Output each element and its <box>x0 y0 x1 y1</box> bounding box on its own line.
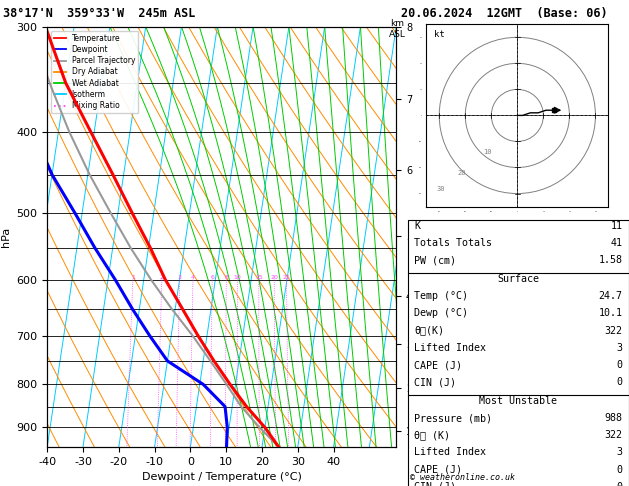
Text: 20.06.2024  12GMT  (Base: 06): 20.06.2024 12GMT (Base: 06) <box>401 7 608 20</box>
Text: © weatheronline.co.uk: © weatheronline.co.uk <box>410 473 515 482</box>
Text: Dewp (°C): Dewp (°C) <box>415 309 468 318</box>
Text: 3: 3 <box>616 448 622 457</box>
Text: 0: 0 <box>616 360 622 370</box>
Text: CIN (J): CIN (J) <box>415 377 456 387</box>
Text: 15: 15 <box>255 275 263 279</box>
Text: km
ASL: km ASL <box>389 19 406 39</box>
Text: 10: 10 <box>234 275 242 279</box>
Text: 38°17'N  359°33'W  245m ASL: 38°17'N 359°33'W 245m ASL <box>3 7 196 20</box>
Text: 30: 30 <box>437 186 445 192</box>
FancyBboxPatch shape <box>408 395 629 486</box>
Text: 20: 20 <box>270 275 278 279</box>
Text: 11: 11 <box>610 221 622 231</box>
Text: Pressure (mb): Pressure (mb) <box>415 413 493 423</box>
Text: 0: 0 <box>616 465 622 475</box>
Text: 10.1: 10.1 <box>598 309 622 318</box>
Text: CIN (J): CIN (J) <box>415 482 456 486</box>
Text: Most Unstable: Most Unstable <box>479 396 557 406</box>
Text: Totals Totals: Totals Totals <box>415 238 493 248</box>
Text: 1.58: 1.58 <box>598 256 622 265</box>
Text: Surface: Surface <box>498 274 539 284</box>
Text: 25: 25 <box>282 275 291 279</box>
Text: 10: 10 <box>484 150 492 156</box>
Text: 4: 4 <box>191 275 195 279</box>
Text: 24.7: 24.7 <box>598 291 622 301</box>
Text: 6: 6 <box>210 275 214 279</box>
Text: kt: kt <box>434 30 445 39</box>
Legend: Temperature, Dewpoint, Parcel Trajectory, Dry Adiabat, Wet Adiabat, Isotherm, Mi: Temperature, Dewpoint, Parcel Trajectory… <box>51 31 138 113</box>
X-axis label: Dewpoint / Temperature (°C): Dewpoint / Temperature (°C) <box>142 472 302 483</box>
FancyBboxPatch shape <box>408 273 629 396</box>
Text: Lifted Index: Lifted Index <box>415 343 486 353</box>
Text: 2: 2 <box>160 275 164 279</box>
Text: Lifted Index: Lifted Index <box>415 448 486 457</box>
Text: 322: 322 <box>604 430 622 440</box>
Text: 988: 988 <box>604 413 622 423</box>
Text: CAPE (J): CAPE (J) <box>415 465 462 475</box>
Text: Temp (°C): Temp (°C) <box>415 291 468 301</box>
Text: 20: 20 <box>457 170 466 176</box>
FancyBboxPatch shape <box>408 220 629 274</box>
Text: 2LCL: 2LCL <box>424 386 445 395</box>
Text: 322: 322 <box>604 326 622 336</box>
Text: K: K <box>415 221 420 231</box>
Text: θᴇ(K): θᴇ(K) <box>415 326 444 336</box>
Text: PW (cm): PW (cm) <box>415 256 456 265</box>
Text: CAPE (J): CAPE (J) <box>415 360 462 370</box>
Text: 0: 0 <box>616 482 622 486</box>
Text: 3: 3 <box>616 343 622 353</box>
Text: 3: 3 <box>178 275 182 279</box>
Text: 8: 8 <box>225 275 228 279</box>
Text: 0: 0 <box>616 377 622 387</box>
Y-axis label: hPa: hPa <box>1 227 11 247</box>
Text: θᴇ (K): θᴇ (K) <box>415 430 450 440</box>
Text: 41: 41 <box>610 238 622 248</box>
Text: 1: 1 <box>131 275 135 279</box>
